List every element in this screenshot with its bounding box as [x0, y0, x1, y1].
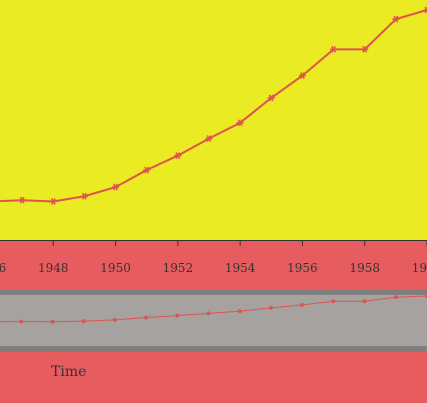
navigator-point-1950	[112, 317, 117, 322]
plot-area-background	[0, 0, 427, 240]
main-plot: 1946 1948 1950 1952 1954 1956 1958 1960	[0, 0, 427, 275]
navigator-point-1959	[393, 295, 398, 300]
x-tick-label: 1958	[349, 261, 380, 275]
data-point-1953	[205, 135, 213, 142]
navigator-point-1956	[300, 302, 305, 307]
x-tick-label: 1956	[287, 261, 318, 275]
x-axis-title: Time	[51, 364, 87, 380]
data-point-1950	[112, 183, 120, 191]
navigator-point-1960	[425, 293, 427, 299]
data-point-1954	[236, 119, 244, 127]
data-point-1959	[392, 15, 400, 23]
x-tick-label: 1960	[412, 261, 427, 275]
x-tick-label: 1952	[163, 261, 194, 275]
data-point-1958	[361, 45, 369, 53]
navigator-point-1953	[206, 311, 211, 316]
data-point-1951	[143, 166, 151, 174]
navigator-point-1955	[268, 305, 273, 310]
navigator-point-1949	[81, 318, 86, 324]
x-tick-label: 1950	[100, 261, 131, 275]
navigator-point-1951	[144, 315, 149, 320]
navigator-point-1958	[362, 299, 367, 304]
range-navigator[interactable]	[0, 290, 427, 352]
navigator-series-markers	[19, 293, 427, 324]
navigator-bottom-handle[interactable]	[0, 346, 427, 352]
navigator-point-1957	[331, 299, 336, 304]
data-point-1948	[49, 198, 57, 205]
navigator-point-1954	[237, 309, 242, 314]
navigator-point-1948	[50, 319, 55, 324]
data-point-1957	[330, 45, 338, 53]
x-tick-label: 1946	[0, 261, 6, 275]
series-markers	[18, 6, 427, 205]
data-point-1947	[18, 196, 26, 204]
data-point-1949	[80, 192, 88, 200]
x-axis-ticks: 1946 1948 1950 1952 1954 1956 1958 1960	[0, 240, 427, 275]
navigator-point-1952	[175, 313, 180, 318]
navigator-background	[0, 290, 427, 352]
data-point-1960	[423, 6, 427, 14]
data-point-1955	[267, 94, 275, 102]
x-tick-label: 1948	[38, 261, 69, 275]
navigator-top-handle[interactable]	[0, 290, 427, 295]
navigator-point-1947	[19, 319, 24, 324]
x-tick-label: 1954	[225, 261, 256, 275]
data-point-1956	[298, 72, 306, 80]
data-point-1952	[174, 152, 182, 160]
